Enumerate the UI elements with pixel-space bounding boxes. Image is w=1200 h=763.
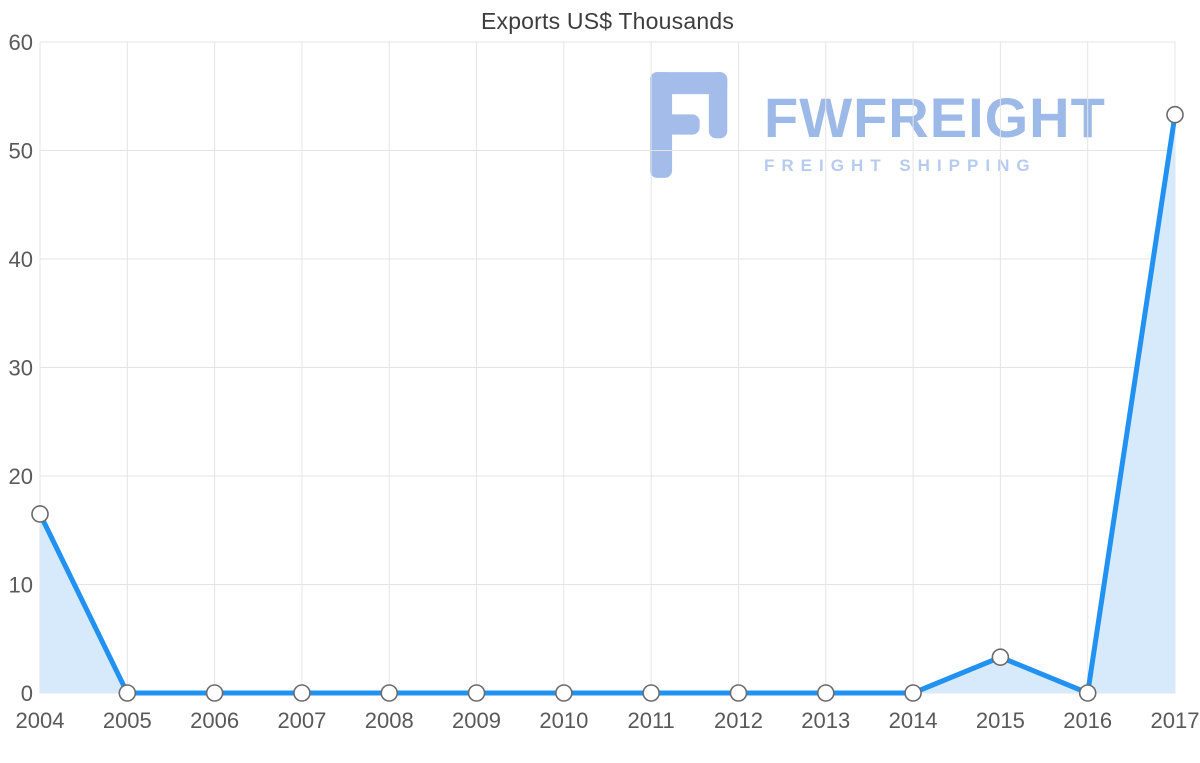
x-axis-tick-label: 2010 <box>539 708 588 733</box>
series-line <box>37 112 1178 696</box>
chart-title: Exports US$ Thousands <box>480 8 735 34</box>
data-point-marker <box>1166 105 1184 124</box>
data-point-marker <box>729 684 748 702</box>
data-point-marker <box>31 505 49 523</box>
y-axis-tick-label: 20 <box>9 464 33 489</box>
data-point-marker <box>991 648 1010 666</box>
data-point-marker <box>555 684 573 702</box>
data-point-marker <box>380 684 399 702</box>
data-point-marker <box>467 684 486 702</box>
series-area <box>40 114 1175 693</box>
x-axis-tick-label: 2006 <box>190 708 239 733</box>
x-axis-tick-label: 2011 <box>627 708 674 733</box>
data-point-marker <box>816 684 835 702</box>
x-axis-tick-label: 2005 <box>103 708 152 733</box>
y-axis-tick-label: 0 <box>21 681 33 706</box>
x-axis-tick-label: 2009 <box>452 708 501 733</box>
data-point-marker <box>205 684 224 702</box>
y-axis-tick-label: 40 <box>9 247 33 272</box>
x-axis-tick-label: 2013 <box>801 708 850 733</box>
x-axis-tick-label: 2016 <box>1063 708 1112 733</box>
x-axis-tick-label: 2008 <box>365 708 414 733</box>
x-axis-tick-label: 2004 <box>16 708 65 733</box>
data-point-marker <box>1078 684 1097 702</box>
y-axis-tick-label: 30 <box>9 356 33 381</box>
data-point-marker <box>293 684 311 702</box>
x-axis-tick-label: 2015 <box>976 708 1025 733</box>
x-axis-tick-label: 2014 <box>889 708 938 733</box>
data-point-marker <box>118 684 137 702</box>
x-axis-tick-label: 2017 <box>1151 708 1200 733</box>
data-point-marker <box>904 684 922 702</box>
y-axis-tick-label: 10 <box>9 573 33 598</box>
x-axis-tick-label: 2007 <box>277 708 326 733</box>
y-axis-tick-label: 60 <box>9 30 33 55</box>
y-axis-tick-label: 50 <box>9 139 33 164</box>
x-axis-tick-label: 2012 <box>714 708 763 733</box>
data-point-marker <box>642 684 660 702</box>
